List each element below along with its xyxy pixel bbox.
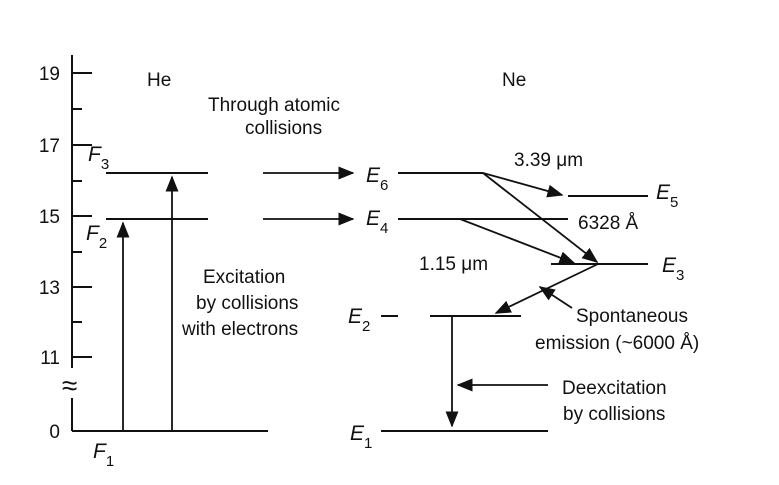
ne-levels [381,172,648,432]
excitation-label-line1: Excitation [203,267,285,288]
level-e5-label: E5 [656,181,678,211]
transition-e6-e5 [482,172,564,198]
spontaneous-label-line2: emission (~6000 Å) [535,333,699,354]
deexcitation-label-line2: by collisions [563,404,665,425]
tick-label: 17 [39,136,60,157]
tick-label: 0 [49,422,60,443]
neon-header: Ne [502,70,526,91]
level-e2-label: E2 [348,305,370,335]
level-f3-label: F3 [88,143,109,173]
level-f1-label: F1 [93,440,114,470]
transfer-label-line2: collisions [245,118,322,139]
tick-label: 11 [40,348,60,369]
transfer-label-line1: Through atomic [208,95,340,116]
helium-header: He [147,70,171,91]
axis-tick-labels: 19 17 15 13 11 0 [39,64,60,443]
tick-label: 19 [39,64,60,85]
wavelength-6328-label: 6328 Å [578,213,639,234]
energy-axis [71,55,268,432]
level-e3-label: E3 [662,254,684,284]
excitation-label-line3: with electrons [181,319,298,340]
level-e6-label: E6 [366,164,388,194]
he-levels [106,172,208,431]
tick-label: 13 [39,278,60,299]
wavelength-115-label: 1.15 μm [419,254,488,275]
wavelength-339-label: 3.39 μm [514,150,583,171]
transition-e4-e3 [459,218,576,264]
spontaneous-label-line1: Spontaneous [576,306,688,327]
transition-e6-e3 [482,172,599,263]
axis-break-symbol: ≈ [62,370,77,401]
deexcitation-label-line1: Deexcitation [562,378,667,399]
level-e1-label: E1 [350,422,372,452]
tick-label: 15 [39,207,60,228]
level-f2-label: F2 [86,222,107,252]
spontaneous-pointer-arrow [538,286,573,309]
excitation-label-line2: by collisions [196,293,298,314]
level-e4-label: E4 [366,207,388,237]
